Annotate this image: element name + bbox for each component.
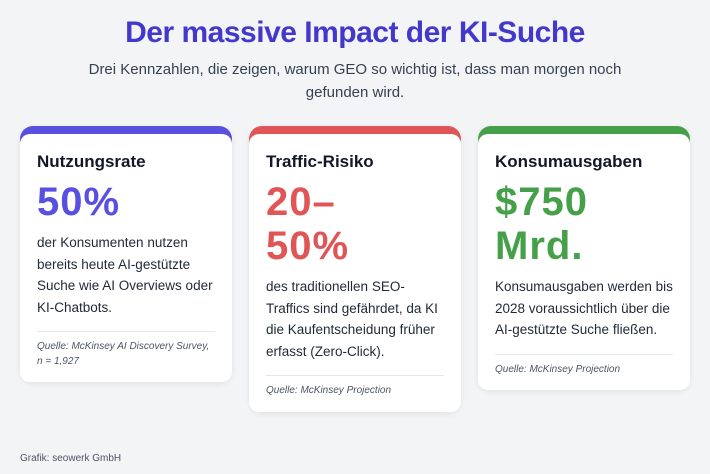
card-inner: Nutzungsrate 50% der Konsumenten nutzen …: [20, 134, 232, 383]
card-description: Konsumausgaben werden bis 2028 voraussic…: [495, 279, 673, 338]
credit-text: Grafik: seowerk GmbH: [20, 453, 122, 464]
card-stat-value: 50%: [37, 180, 121, 224]
page-subtitle: Drei Kennzahlen, die zeigen, warum GEO s…: [88, 61, 622, 101]
card-stat-value: 20– 50%: [266, 180, 350, 268]
card-source: Quelle: McKinsey Projection: [495, 353, 673, 378]
stat-card-nutzungsrate: Nutzungsrate 50% der Konsumenten nutzen …: [20, 126, 232, 383]
card-heading: Konsumausgaben: [495, 152, 643, 171]
card-description: des traditionellen SEO-Traffics sind gef…: [266, 279, 438, 359]
card-source: Quelle: McKinsey Projection: [266, 375, 444, 399]
stat-cards-row: Nutzungsrate 50% der Konsumenten nutzen …: [0, 126, 710, 412]
card-inner: Traffic-Risiko 20– 50% des traditionelle…: [249, 134, 461, 412]
card-source: Quelle: McKinsey AI Discovery Survey, n …: [37, 331, 215, 369]
page-title: Der massive Impact der KI-Suche: [125, 16, 585, 49]
card-description: der Konsumenten nutzen bereits heute AI-…: [37, 235, 213, 315]
stat-card-konsumausgaben: Konsumausgaben $750 Mrd. Konsumausgaben …: [478, 126, 690, 391]
card-inner: Konsumausgaben $750 Mrd. Konsumausgaben …: [478, 134, 690, 391]
header: Der massive Impact der KI-Suche Drei Ken…: [0, 0, 710, 104]
card-heading: Nutzungsrate: [37, 152, 146, 171]
stat-card-traffic-risiko: Traffic-Risiko 20– 50% des traditionelle…: [249, 126, 461, 412]
card-heading: Traffic-Risiko: [266, 152, 374, 171]
card-stat-value: $750 Mrd.: [495, 180, 588, 268]
